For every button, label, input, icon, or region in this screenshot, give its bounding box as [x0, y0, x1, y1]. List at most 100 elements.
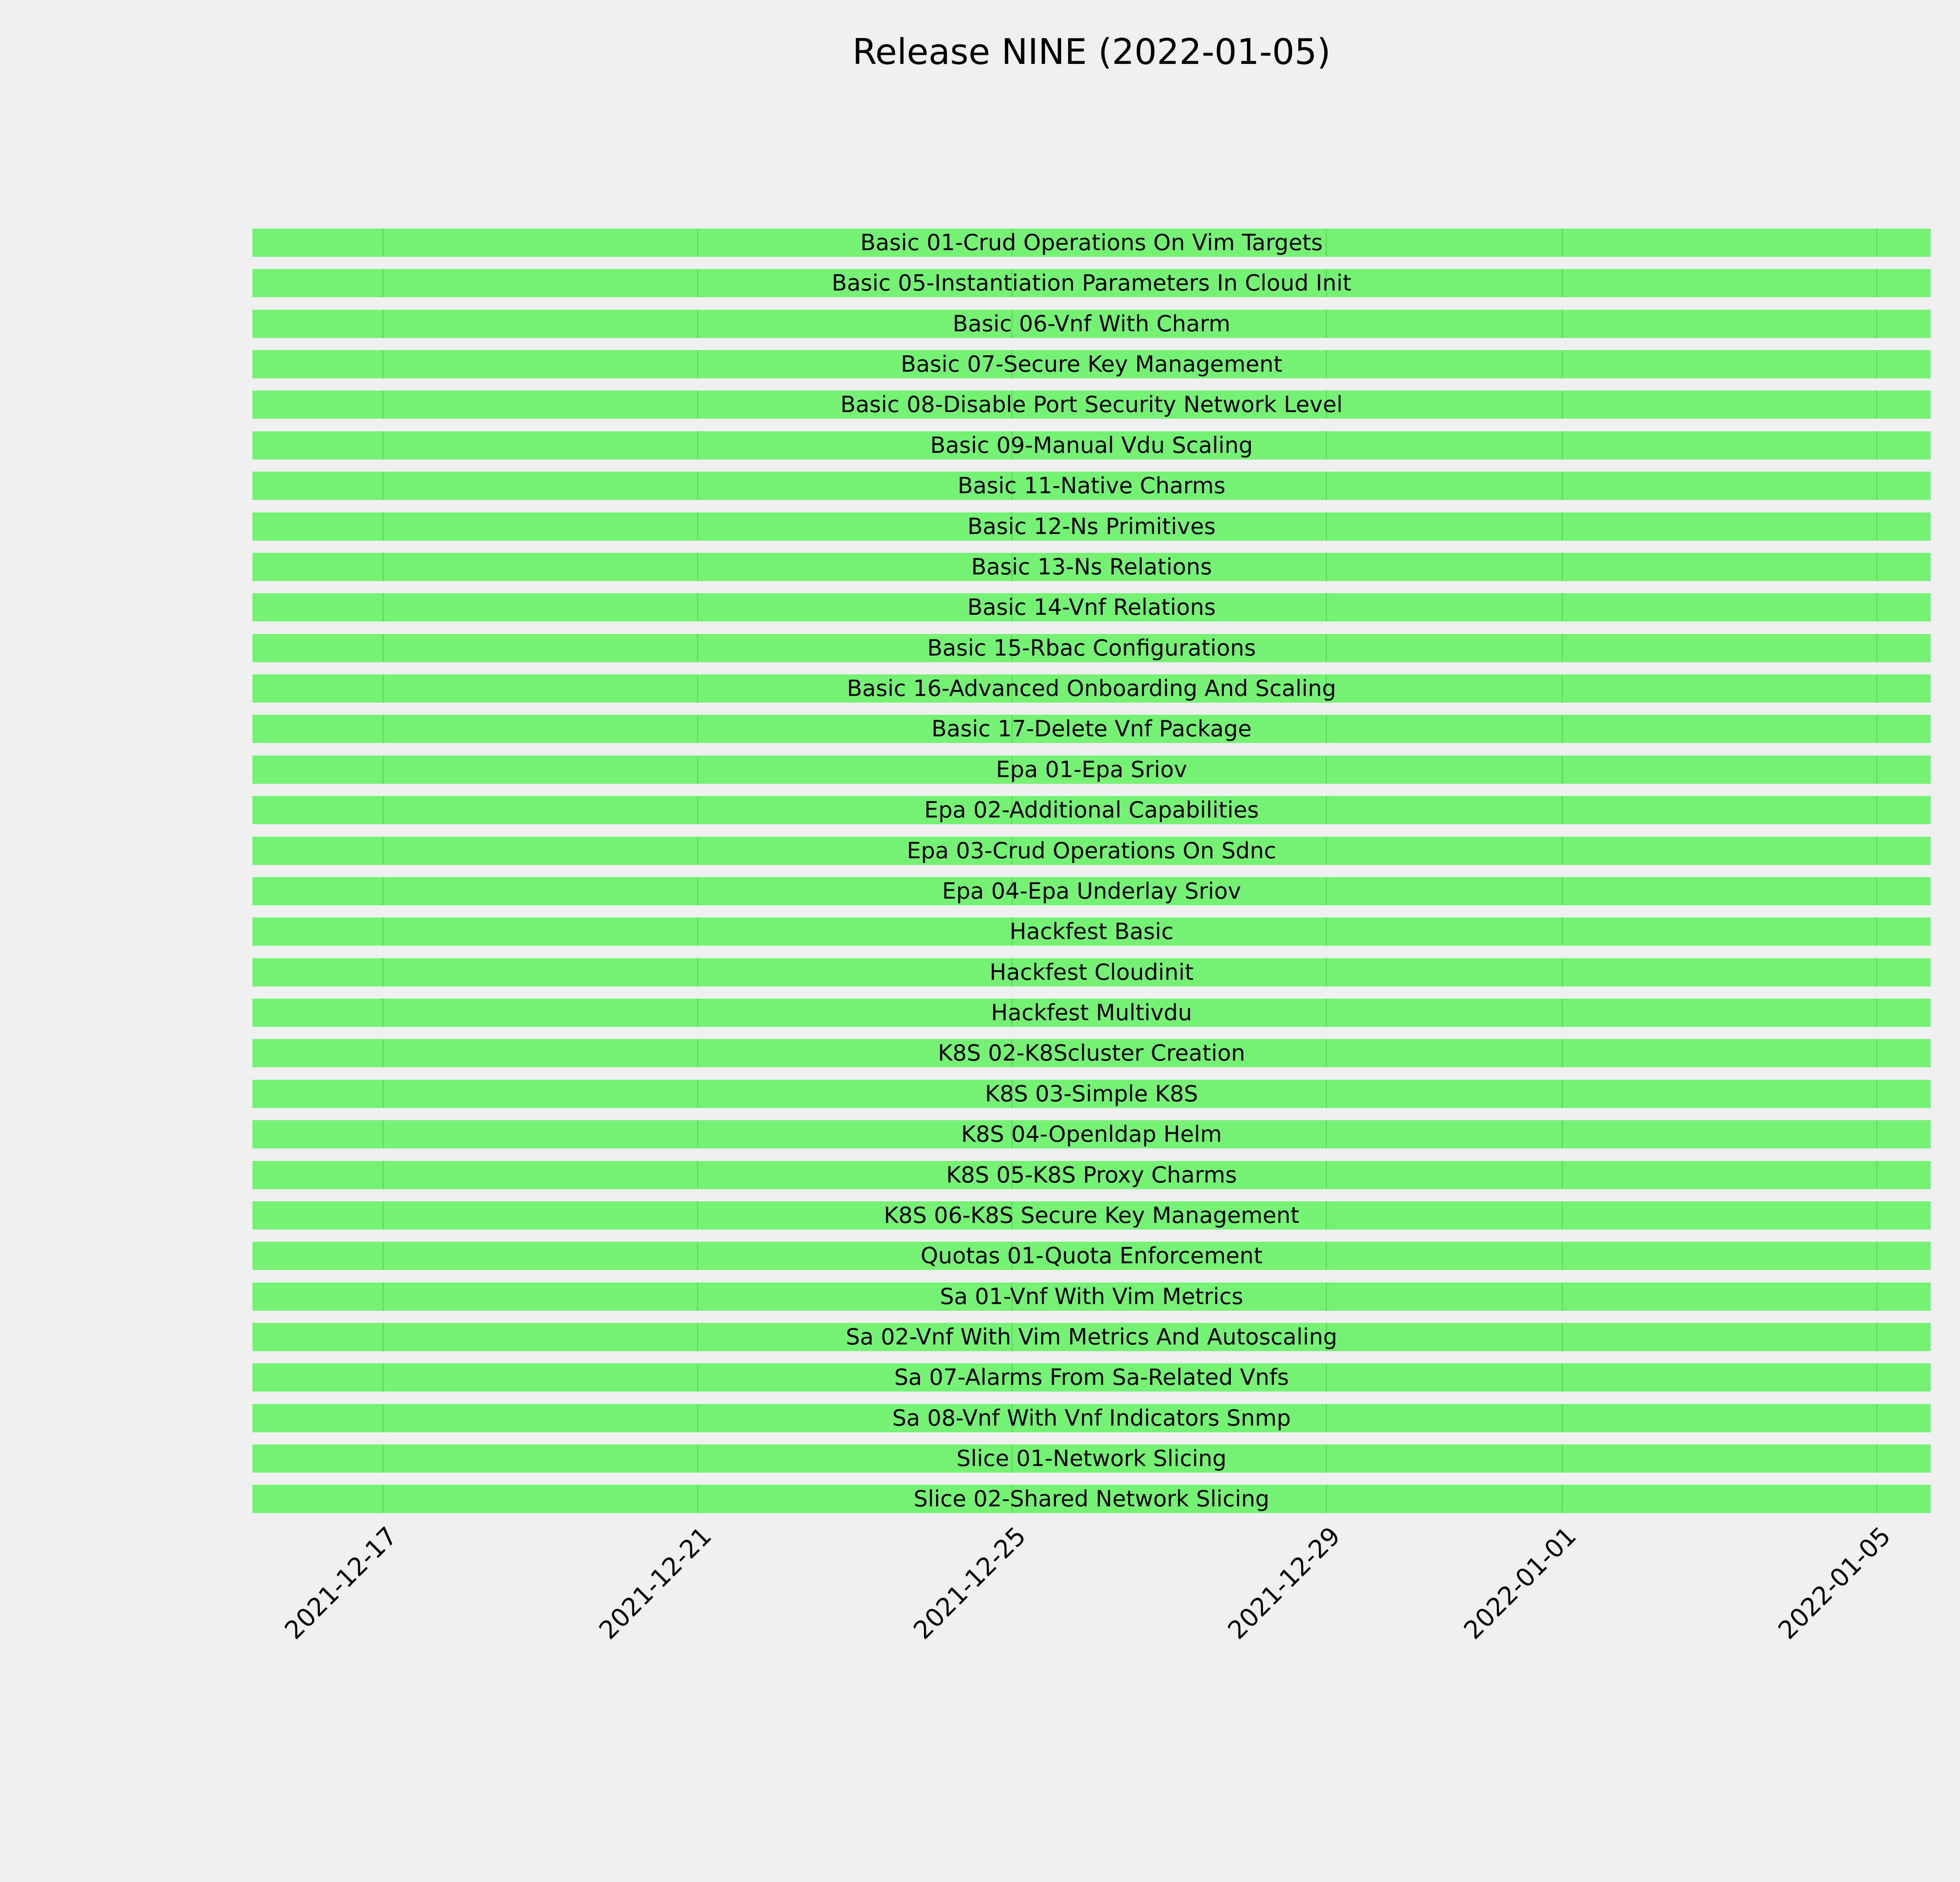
gridline	[1876, 1444, 1878, 1473]
gridline	[1876, 634, 1878, 662]
bar-label: K8S 06-K8S Secure Key Management	[884, 1202, 1299, 1228]
bar-label: Sa 07-Alarms From Sa-Related Vnfs	[894, 1364, 1289, 1390]
gridline	[697, 391, 698, 419]
bar-label: Sa 02-Vnf With Vim Metrics And Autoscali…	[846, 1324, 1338, 1350]
gridline	[1876, 1323, 1878, 1351]
bar-label: Basic 01-Crud Operations On Vim Targets	[860, 229, 1323, 256]
gridline	[383, 1120, 384, 1148]
gridline	[697, 1485, 698, 1513]
gridline	[383, 1161, 384, 1189]
gantt-bar: Sa 07-Alarms From Sa-Related Vnfs	[252, 1363, 1931, 1392]
gridline	[1561, 350, 1563, 378]
gridline	[1011, 593, 1013, 621]
gridline	[1011, 715, 1013, 743]
gridline	[1561, 310, 1563, 338]
gridline	[1561, 715, 1563, 743]
gridline	[1876, 472, 1878, 500]
gridline	[1876, 958, 1878, 986]
gridline	[1325, 269, 1327, 297]
gridline	[1011, 472, 1013, 500]
gridline	[1011, 756, 1013, 784]
bar-label: Epa 03-Crud Operations On Sdnc	[907, 837, 1276, 864]
gridline	[697, 512, 698, 541]
gridline	[1011, 431, 1013, 460]
x-tick-label: 2021-12-29	[1222, 1521, 1346, 1645]
gridline	[697, 917, 698, 946]
gantt-bar: Epa 03-Crud Operations On Sdnc	[252, 837, 1931, 865]
gridline	[1011, 1120, 1013, 1148]
gridline	[383, 350, 384, 378]
gridline	[697, 1404, 698, 1432]
gridline	[1876, 1283, 1878, 1311]
gridline	[1325, 1242, 1327, 1270]
bar-label: Basic 06-Vnf With Charm	[953, 311, 1230, 337]
bar-label: Epa 04-Epa Underlay Sriov	[942, 878, 1241, 904]
gridline	[1876, 310, 1878, 338]
gridline	[1561, 1404, 1563, 1432]
gridline	[1876, 1161, 1878, 1189]
gridline	[1325, 472, 1327, 500]
gridline	[1876, 1242, 1878, 1270]
gridline	[1561, 674, 1563, 703]
gridline	[1876, 917, 1878, 946]
gridline	[1011, 1323, 1013, 1351]
gridline	[697, 472, 698, 500]
gridline	[383, 1242, 384, 1270]
x-tick-label: 2021-12-21	[593, 1521, 717, 1645]
gridline	[383, 1485, 384, 1513]
gridline	[1011, 1161, 1013, 1189]
gridline	[697, 229, 698, 257]
gridline	[1325, 593, 1327, 621]
bar-label: Hackfest Basic	[1009, 918, 1174, 945]
gridline	[697, 1323, 698, 1351]
gridline	[383, 756, 384, 784]
gridline	[697, 756, 698, 784]
gridline	[1561, 1283, 1563, 1311]
gridline	[1561, 1120, 1563, 1148]
gridline	[383, 512, 384, 541]
plot-area: Basic 01-Crud Operations On Vim Targets …	[252, 229, 1931, 1513]
gridline	[383, 1363, 384, 1392]
bar-label: Slice 02-Shared Network Slicing	[913, 1486, 1270, 1512]
gridline	[1561, 229, 1563, 257]
gantt-bar: Epa 01-Epa Sriov	[252, 756, 1931, 784]
bar-label: Basic 11-Native Charms	[957, 472, 1226, 499]
gridline	[697, 999, 698, 1027]
gridline	[1876, 1039, 1878, 1067]
gridline	[1325, 1161, 1327, 1189]
bar-label: K8S 04-Openldap Helm	[961, 1121, 1222, 1147]
gridline	[383, 310, 384, 338]
gridline	[1561, 553, 1563, 581]
gridline	[1325, 1120, 1327, 1148]
gantt-bar: Basic 15-Rbac Configurations	[252, 634, 1931, 662]
gridline	[1325, 1283, 1327, 1311]
gridline	[1876, 229, 1878, 257]
gridline	[1325, 674, 1327, 703]
gridline	[697, 431, 698, 460]
gridline	[697, 1242, 698, 1270]
gridline	[697, 1283, 698, 1311]
gantt-bar: Slice 01-Network Slicing	[252, 1444, 1931, 1473]
gridline	[1011, 1242, 1013, 1270]
gridline	[1011, 1201, 1013, 1230]
bar-label: K8S 03-Simple K8S	[985, 1081, 1198, 1107]
gridline	[1011, 958, 1013, 986]
gridline	[1011, 674, 1013, 703]
gridline	[697, 310, 698, 338]
chart-title: Release NINE (2022-01-05)	[852, 31, 1331, 73]
gridline	[1561, 1323, 1563, 1351]
bar-label: Basic 07-Secure Key Management	[900, 351, 1283, 377]
gantt-bar: Hackfest Cloudinit	[252, 958, 1931, 986]
gridline	[383, 958, 384, 986]
x-tick-label: 2021-12-25	[908, 1521, 1032, 1645]
gridline	[383, 877, 384, 905]
gridline	[697, 634, 698, 662]
gridline	[697, 796, 698, 824]
gridline	[1876, 512, 1878, 541]
gridline	[1325, 512, 1327, 541]
bar-label: Basic 15-Rbac Configurations	[927, 635, 1256, 661]
gridline	[1011, 512, 1013, 541]
gridline	[1011, 269, 1013, 297]
gantt-bar: Quotas 01-Quota Enforcement	[252, 1242, 1931, 1270]
gantt-bar: Hackfest Basic	[252, 917, 1931, 946]
